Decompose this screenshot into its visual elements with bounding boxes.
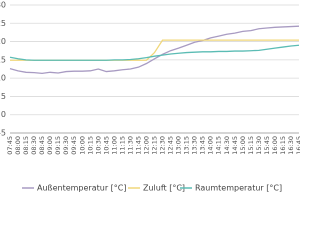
x-tick-label: 13:15 [183,136,191,155]
chart: -505101520253007:4508:0008:1508:3008:450… [0,1,300,193]
x-tick-label: 15:30 [255,136,263,155]
y-tick-label: 10 [0,74,6,83]
legend-label: Raumtemperatur [°C] [195,184,282,193]
x-tick-label: 08:00 [14,136,22,155]
x-tick-label: 15:00 [239,136,247,155]
legend-label: Außentemperatur [°C] [37,184,126,193]
x-tick-label: 09:45 [70,136,78,155]
x-tick-label: 11:30 [126,136,134,155]
y-tick-label: 5 [1,92,6,101]
x-tick-label: 16:30 [287,136,295,155]
y-tick-label: -5 [0,129,6,138]
x-tick-label: 15:45 [263,136,271,155]
y-tick-label: 20 [0,37,6,46]
legend-label: Zuluft [°C] [143,184,185,193]
x-tick-label: 14:30 [223,136,231,155]
x-tick-label: 13:00 [175,136,183,155]
series-line [9,25,300,75]
y-tick-label: 0 [1,110,6,119]
x-tick-label: 09:30 [62,136,70,155]
x-tick-label: 08:15 [22,136,30,155]
x-tick-label: 14:45 [231,136,239,155]
x-tick-label: 10:00 [78,136,86,155]
y-tick-label: 25 [0,19,6,28]
x-tick-label: 10:45 [102,136,110,155]
x-tick-label: 16:00 [271,136,279,155]
x-tick-label: 14:00 [207,136,215,155]
x-tick-label: 10:30 [94,136,102,155]
y-tick-label: 30 [0,1,6,10]
y-tick-label: 15 [0,55,6,64]
x-tick-label: 11:45 [134,136,142,155]
x-tick-label: 12:00 [142,136,150,155]
x-tick-label: 10:15 [86,136,94,155]
x-tick-label: 14:15 [215,136,223,155]
x-tick-label: 08:30 [30,136,38,155]
x-tick-label: 08:45 [38,136,46,155]
x-tick-label: 12:45 [167,136,175,155]
x-tick-label: 12:15 [151,136,159,155]
x-tick-label: 13:30 [191,136,199,155]
series-line [9,44,300,61]
x-tick-label: 11:15 [118,136,126,155]
x-tick-label: 13:45 [199,136,207,155]
x-tick-label: 16:15 [279,136,287,155]
x-tick-label: 09:15 [54,136,62,155]
x-tick-label: 12:30 [159,136,167,155]
x-tick-label: 16:45 [295,136,300,155]
x-tick-label: 15:15 [247,136,255,155]
x-tick-label: 07:45 [6,136,14,155]
x-tick-label: 09:00 [46,136,54,155]
x-tick-label: 11:00 [110,136,118,155]
legend: Außentemperatur [°C] Zuluft [°C] Raumtempe… [22,184,282,193]
